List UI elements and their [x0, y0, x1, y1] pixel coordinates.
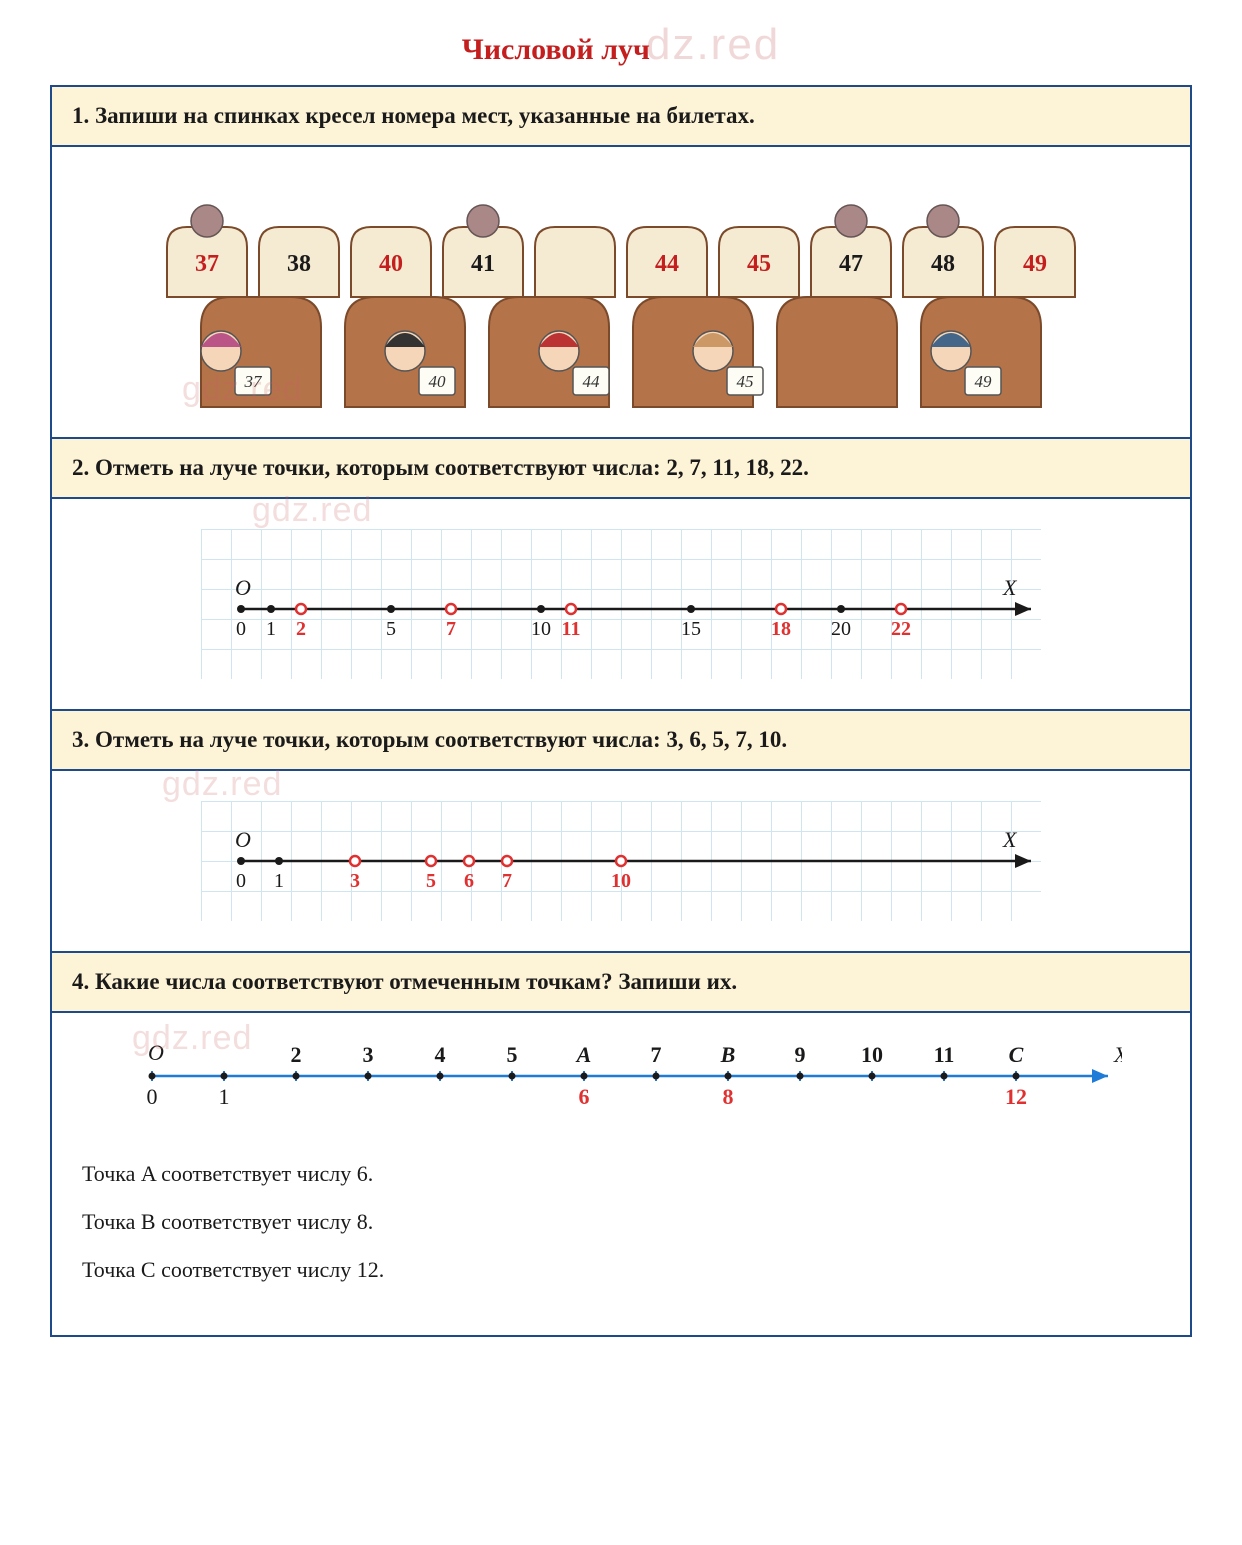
svg-text:10: 10 — [611, 870, 631, 892]
task2-numberline: OX01510152027111822 — [201, 529, 1041, 679]
task4-answer-line: Точка B соответствует числу 8. — [82, 1209, 1160, 1235]
svg-text:40: 40 — [429, 372, 447, 391]
task2-prompt: 2. Отметь на луче точки, которым соответ… — [52, 437, 1190, 499]
svg-text:20: 20 — [831, 618, 851, 640]
svg-text:9: 9 — [795, 1042, 806, 1067]
svg-text:41: 41 — [471, 251, 495, 277]
svg-text:B: B — [720, 1042, 736, 1067]
svg-text:49: 49 — [1023, 251, 1047, 277]
svg-text:11: 11 — [562, 618, 581, 640]
svg-text:X: X — [1002, 575, 1018, 600]
task4-prompt: 4. Какие числа соответствуют отмеченным … — [52, 951, 1190, 1013]
svg-text:45: 45 — [747, 251, 771, 277]
page-title: Числовой луч — [462, 33, 650, 66]
watermark: dz.red — [646, 20, 780, 69]
task4-answer-line: Точка C соответствует числу 12. — [82, 1257, 1160, 1283]
svg-text:44: 44 — [655, 251, 679, 277]
svg-text:2: 2 — [296, 618, 306, 640]
task4-answer-line: Точка A соответствует числу 6. — [82, 1161, 1160, 1187]
task3-prompt: 3. Отметь на луче точки, которым соответ… — [52, 709, 1190, 771]
task3-grid: O X 0 1 3 5 6 7 10 — [201, 801, 1041, 921]
svg-text:3: 3 — [363, 1042, 374, 1067]
task3-answer: gdz.red OX01356710 — [52, 771, 1190, 951]
task1-answer: 3738404144454748493740444549 gdz.red — [52, 147, 1190, 437]
svg-text:O: O — [148, 1040, 164, 1065]
svg-text:49: 49 — [975, 372, 993, 391]
svg-text:40: 40 — [379, 251, 403, 277]
task1-prompt: 1. Запиши на спинках кресел номера мест,… — [52, 87, 1190, 147]
task4-answer: gdz.red OX012345A67B891011C12 Точка A со… — [52, 1013, 1190, 1335]
task4-text-answers: Точка A соответствует числу 6. Точка B со… — [52, 1141, 1190, 1335]
svg-text:1: 1 — [274, 870, 284, 892]
svg-text:47: 47 — [839, 251, 863, 277]
svg-text:0: 0 — [147, 1084, 158, 1109]
svg-text:1: 1 — [266, 618, 276, 640]
svg-text:O: O — [235, 827, 251, 852]
svg-text:37: 37 — [244, 372, 264, 391]
svg-text:12: 12 — [1005, 1084, 1027, 1109]
svg-text:A: A — [575, 1042, 592, 1067]
task3-numberline: O X 0 1 3 5 6 7 10 — [201, 801, 1041, 921]
svg-text:45: 45 — [737, 372, 754, 391]
svg-text:7: 7 — [651, 1042, 662, 1067]
task2-grid: OX01510152027111822 — [201, 529, 1041, 679]
theater-illustration: 37 38 40 41 44 45 47 48 49 37 40 44 45 49 — [141, 177, 1101, 417]
svg-text:1: 1 — [219, 1084, 230, 1109]
svg-text:X: X — [1002, 827, 1018, 852]
svg-text:8: 8 — [723, 1084, 734, 1109]
svg-text:22: 22 — [891, 618, 911, 640]
svg-text:5: 5 — [386, 618, 396, 640]
svg-text:7: 7 — [446, 618, 456, 640]
svg-text:37: 37 — [195, 251, 219, 277]
task2-answer: gdz.red OX01510152027111822 — [52, 499, 1190, 709]
content-frame: 1. Запиши на спинках кресел номера мест,… — [50, 85, 1192, 1337]
svg-text:10: 10 — [861, 1042, 883, 1067]
svg-text:48: 48 — [931, 251, 955, 277]
svg-text:11: 11 — [934, 1042, 955, 1067]
task4-numberline: OX012345A67B891011C12 — [92, 1031, 1122, 1126]
svg-text:O: O — [235, 575, 251, 600]
svg-text:4: 4 — [435, 1042, 446, 1067]
svg-text:38: 38 — [287, 251, 311, 277]
svg-text:X: X — [1113, 1042, 1122, 1067]
svg-text:10: 10 — [531, 618, 551, 640]
svg-text:5: 5 — [426, 870, 436, 892]
svg-text:6: 6 — [579, 1084, 590, 1109]
svg-text:7: 7 — [502, 870, 512, 892]
svg-text:0: 0 — [236, 618, 246, 640]
svg-text:0: 0 — [236, 870, 246, 892]
svg-text:44: 44 — [583, 372, 601, 391]
svg-text:C: C — [1009, 1042, 1024, 1067]
svg-text:3: 3 — [350, 870, 360, 892]
svg-text:6: 6 — [464, 870, 474, 892]
svg-text:2: 2 — [291, 1042, 302, 1067]
svg-text:18: 18 — [771, 618, 791, 640]
svg-text:15: 15 — [681, 618, 701, 640]
svg-text:5: 5 — [507, 1042, 518, 1067]
